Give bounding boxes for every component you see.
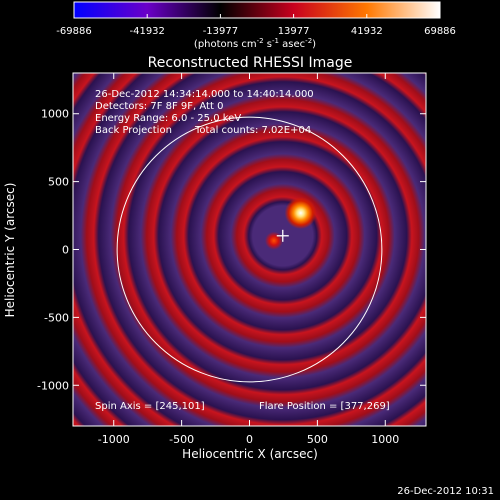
energy-annotation: Energy Range: 6.0 - 25.0 keV — [95, 113, 241, 124]
flare-peak-source — [284, 196, 317, 229]
y-tick-label: 0 — [62, 244, 69, 257]
x-tick-label: -1000 — [98, 433, 130, 446]
colorbar-tick-label: 69886 — [424, 26, 456, 37]
y-tick-label: 1000 — [41, 108, 69, 121]
flare-position-annotation: Flare Position = [377,269] — [259, 401, 390, 412]
solar-limb-circle — [116, 116, 383, 383]
colorbar-tick-label: -13977 — [203, 26, 238, 37]
x-axis-tick-labels: -1000 -500 0 500 1000 — [98, 433, 400, 446]
x-tick-label: 1000 — [371, 433, 399, 446]
method-annotation: Back Projection — [95, 125, 172, 136]
y-tick-label: -1000 — [37, 379, 69, 392]
y-tick-label: -500 — [44, 311, 69, 324]
y-axis-tick-labels: 1000 500 0 -500 -1000 — [37, 108, 69, 393]
timestamp: 26-Dec-2012 10:31 — [397, 486, 494, 497]
y-axis-ticks — [73, 113, 426, 386]
y-tick-label: 500 — [48, 176, 69, 189]
colorbar-tick-label: -41932 — [129, 26, 164, 37]
image-background — [73, 73, 426, 426]
detectors-annotation: Detectors: 7F 8F 9F, Att 0 — [95, 101, 223, 112]
secondary-source — [264, 231, 283, 250]
time-range-annotation: 26-Dec-2012 14:34:14.000 to 14:40:14.000 — [95, 89, 314, 100]
spin-axis-annotation: Spin Axis = [245,101] — [95, 401, 205, 412]
colorbar-tick-label: 41932 — [351, 26, 383, 37]
image-area — [73, 73, 426, 426]
counts-annotation: Total counts: 7.02E+04 — [194, 125, 311, 136]
spin-axis-marker — [276, 229, 289, 242]
x-tick-label: 500 — [307, 433, 328, 446]
x-tick-label: 0 — [246, 433, 253, 446]
x-axis-label: Heliocentric X (arcsec) — [182, 447, 318, 461]
colorbar-tick-label: 13977 — [278, 26, 310, 37]
x-axis-ticks — [113, 73, 386, 426]
colorbar-unit-label: (photons cm-2 s-1 asec-2) — [194, 37, 316, 50]
colorbar-tick-label: -69886 — [56, 26, 91, 37]
x-tick-label: -500 — [169, 433, 194, 446]
chart-title: Reconstructed RHESSI Image — [148, 55, 353, 71]
y-axis-label: Heliocentric Y (arcsec) — [3, 183, 17, 318]
colorbar — [73, 1, 441, 19]
colorbar-ticks: -69886 -41932 -13977 13977 41932 69886 — [56, 14, 456, 37]
